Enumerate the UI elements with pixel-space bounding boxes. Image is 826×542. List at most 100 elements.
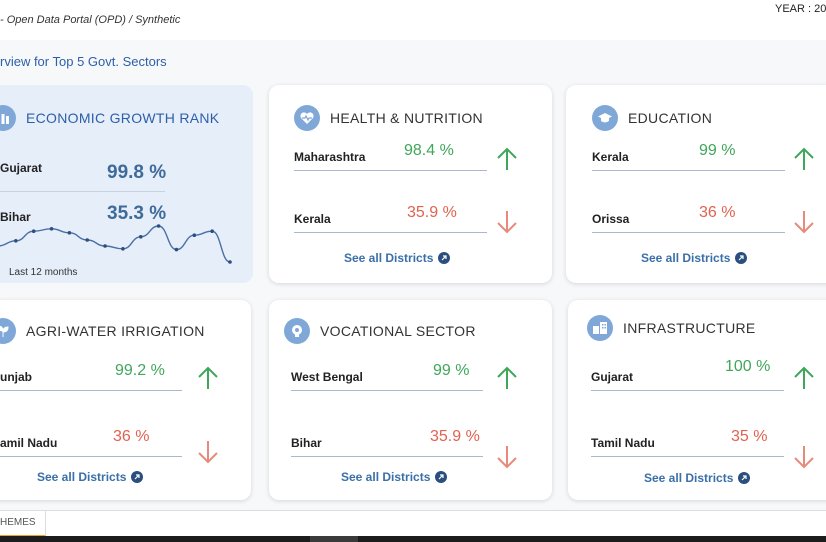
bar-chart-icon xyxy=(0,105,16,131)
down-arrow-icon xyxy=(497,446,517,469)
up-arrow-icon xyxy=(794,366,814,389)
top-performer-row: unjab 99.2 % xyxy=(0,360,182,391)
state-value: 35.9 % xyxy=(430,428,480,445)
see-all-districts-link[interactable]: See all Districts xyxy=(344,251,451,265)
bottom-performer-row: Tamil Nadu 35 % xyxy=(591,426,784,457)
see-all-districts-link[interactable]: See all Districts xyxy=(641,251,748,265)
sparkline-point xyxy=(138,235,143,239)
state-value: 99 % xyxy=(433,362,470,379)
card-title: EDUCATION xyxy=(628,110,713,126)
state-name: Maharashtra xyxy=(294,150,366,164)
graduation-cap-icon xyxy=(592,105,618,131)
sparkline-point xyxy=(31,229,36,233)
sprout-icon xyxy=(0,318,16,344)
top-performer-row: Maharashtra 98.4 % xyxy=(294,140,487,171)
state-value: 100 % xyxy=(725,358,771,375)
bottom-performer-row: Orissa 36 % xyxy=(592,202,785,233)
economic-bottom-state: Bihar xyxy=(0,210,31,224)
economic-top-state: Gujarat xyxy=(0,161,43,175)
down-arrow-icon xyxy=(497,211,517,234)
top-performer-row: West Bengal 99 % xyxy=(291,360,483,391)
state-value: 35.9 % xyxy=(407,204,457,221)
sparkline-point xyxy=(174,247,179,252)
state-name: Gujarat xyxy=(591,370,634,384)
education-card[interactable]: EDUCATION Kerala 99 % Orissa 36 % See al… xyxy=(566,85,826,283)
sparkline-point xyxy=(192,233,197,237)
economic-growth-card[interactable]: ECONOMIC GROWTH RANK Gujarat 99.8 % Biha… xyxy=(0,85,253,283)
sparkline-point xyxy=(85,238,90,242)
see-all-districts-link[interactable]: See all Districts xyxy=(37,470,144,484)
heart-pulse-icon xyxy=(294,105,320,131)
link-label: See all Districts xyxy=(344,251,434,265)
state-name: Bihar xyxy=(291,436,322,450)
bottom-performer-row: amil Nadu 36 % xyxy=(0,426,182,457)
agri-water-card[interactable]: AGRI-WATER IRRIGATION unjab 99.2 % amil … xyxy=(0,300,251,500)
state-value: 98.4 % xyxy=(404,142,454,159)
bottom-bar xyxy=(0,536,826,542)
state-value: 35 % xyxy=(731,428,768,445)
external-link-icon xyxy=(438,252,451,264)
sparkline-point xyxy=(228,260,232,264)
sparkline-point xyxy=(14,239,18,243)
top-bar: - Open Data Portal (OPD) / Synthetic YEA… xyxy=(0,0,826,40)
top-performer-row: Gujarat 100 % xyxy=(591,358,784,391)
external-link-icon xyxy=(131,471,144,483)
footer-tabs: HEMES xyxy=(0,510,826,537)
card-title: AGRI-WATER IRRIGATION xyxy=(26,323,205,339)
up-arrow-icon xyxy=(198,366,218,389)
external-link-icon xyxy=(435,471,448,483)
state-name: unjab xyxy=(0,370,32,384)
trend-sparkline xyxy=(0,224,232,264)
tab-themes[interactable]: HEMES xyxy=(0,511,46,537)
infrastructure-card[interactable]: INFRASTRUCTURE Gujarat 100 % Tamil Nadu … xyxy=(568,300,826,500)
up-arrow-icon xyxy=(497,147,517,170)
sparkline-point xyxy=(121,247,125,251)
sparkline-point xyxy=(67,231,72,235)
data-source-label: - Open Data Portal (OPD) / Synthetic xyxy=(0,14,181,26)
scrollbar-thumb[interactable] xyxy=(310,536,358,542)
state-value: 36 % xyxy=(699,204,736,221)
up-arrow-icon xyxy=(794,147,814,170)
state-name: Tamil Nadu xyxy=(591,436,655,450)
sparkline-path xyxy=(0,225,231,263)
state-value: 99.2 % xyxy=(115,362,165,379)
sparkline-point xyxy=(156,224,161,228)
sparkline-point xyxy=(49,227,54,231)
sparkline-point xyxy=(103,244,107,248)
external-link-icon xyxy=(738,472,751,484)
state-name: Orissa xyxy=(592,212,630,226)
card-title: HEALTH & NUTRITION xyxy=(330,110,483,126)
page-subtitle: rview for Top 5 Govt. Sectors xyxy=(0,54,167,69)
down-arrow-icon xyxy=(794,211,814,234)
state-name: Kerala xyxy=(592,150,629,164)
state-name: Kerala xyxy=(294,212,331,226)
sparkline-point xyxy=(210,229,214,233)
year-selector[interactable]: YEAR : 202 xyxy=(775,3,826,15)
external-link-icon xyxy=(735,252,748,264)
card-title: ECONOMIC GROWTH RANK xyxy=(26,110,220,126)
brain-gear-icon xyxy=(284,318,310,344)
down-arrow-icon xyxy=(794,446,814,469)
state-value: 99 % xyxy=(699,142,736,159)
health-nutrition-card[interactable]: HEALTH & NUTRITION Maharashtra 98.4 % Ke… xyxy=(269,85,552,283)
bottom-performer-row: Bihar 35.9 % xyxy=(291,426,483,457)
link-label: See all Districts xyxy=(37,470,127,484)
top-performer-row: Kerala 99 % xyxy=(592,140,785,171)
link-label: See all Districts xyxy=(644,471,734,485)
building-icon xyxy=(587,315,613,341)
economic-bottom-value: 35.3 % xyxy=(107,203,167,224)
state-value: 36 % xyxy=(113,428,150,445)
vocational-sector-card[interactable]: VOCATIONAL SECTOR West Bengal 99 % Bihar… xyxy=(269,300,552,500)
bottom-performer-row: Kerala 35.9 % xyxy=(294,202,487,233)
card-title: VOCATIONAL SECTOR xyxy=(320,323,476,339)
see-all-districts-link[interactable]: See all Districts xyxy=(341,470,448,484)
economic-top-value: 99.8 % xyxy=(107,162,167,183)
state-name: amil Nadu xyxy=(0,436,58,450)
divider xyxy=(0,191,165,192)
link-label: See all Districts xyxy=(641,251,731,265)
state-name: West Bengal xyxy=(291,370,363,384)
down-arrow-icon xyxy=(198,441,218,464)
see-all-districts-link[interactable]: See all Districts xyxy=(644,471,751,485)
link-label: See all Districts xyxy=(341,470,431,484)
card-title: INFRASTRUCTURE xyxy=(623,320,756,336)
